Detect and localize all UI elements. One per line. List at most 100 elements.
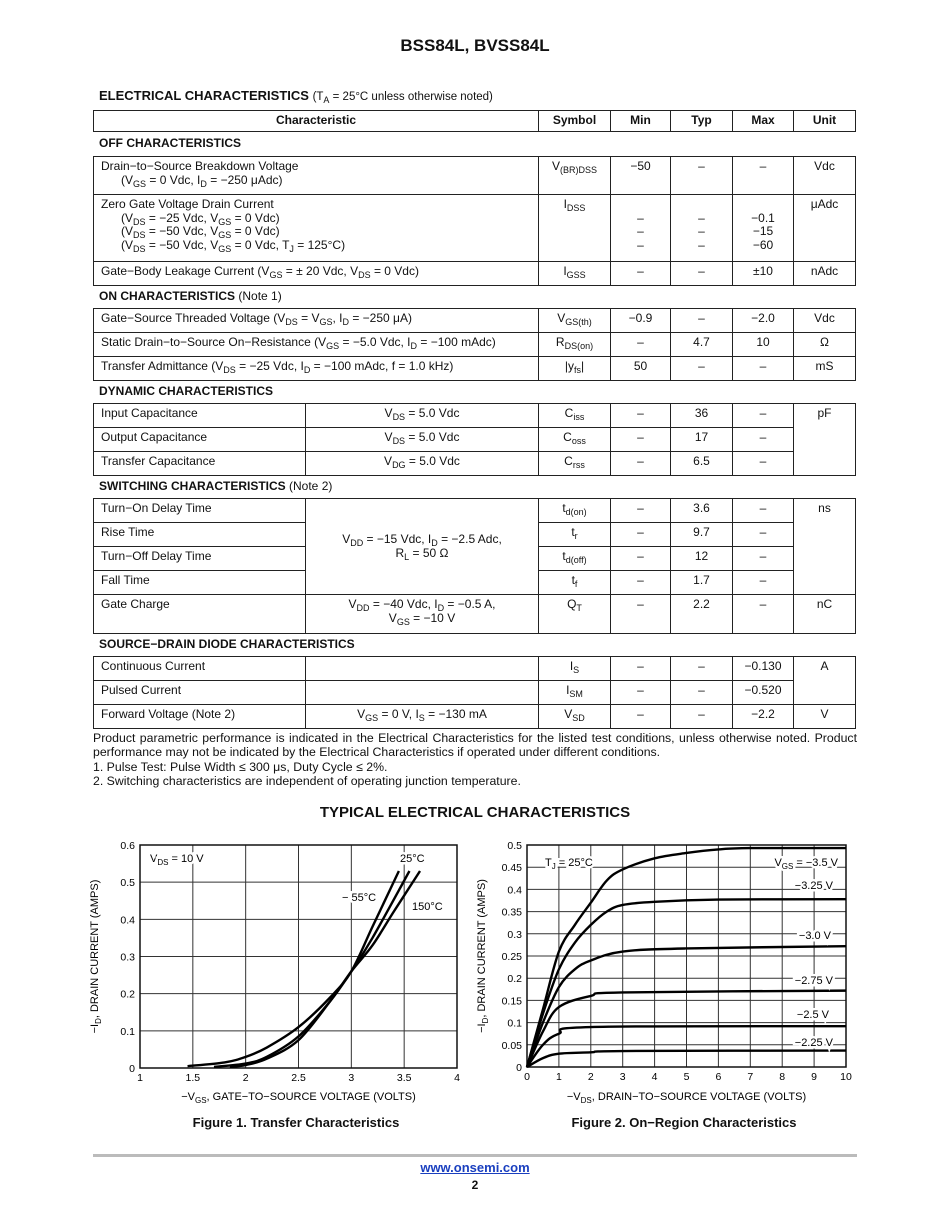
footer-link[interactable]: www.onsemi.com bbox=[420, 1160, 530, 1175]
ec-heading-text: ELECTRICAL CHARACTERISTICS bbox=[99, 88, 309, 103]
min-line: – bbox=[637, 683, 644, 697]
min-line: – bbox=[637, 573, 644, 587]
max-line: – bbox=[759, 501, 767, 515]
min-line: – bbox=[637, 549, 644, 563]
typ-line: – bbox=[698, 264, 705, 278]
characteristic-cell: Turn−On Delay Time bbox=[93, 498, 306, 523]
unit: μAdc bbox=[810, 197, 839, 211]
x-tick-label: 8 bbox=[779, 1071, 785, 1083]
min-line: – bbox=[637, 501, 644, 515]
cond-line: VDG = 5.0 Vdc bbox=[384, 454, 460, 470]
series-label: −3.0 V bbox=[799, 930, 832, 942]
max-line: −0.520 bbox=[744, 683, 782, 697]
typ-cell: 6.5 bbox=[670, 451, 733, 476]
typ-line: 2.2 bbox=[693, 597, 710, 611]
unit-cell: pF bbox=[793, 403, 856, 476]
symbol: Coss bbox=[563, 430, 586, 446]
typ-cell: – bbox=[670, 356, 733, 381]
unit: nC bbox=[816, 597, 833, 611]
char-line: Continuous Current bbox=[101, 659, 206, 673]
min-cell: – bbox=[610, 594, 671, 634]
char-line: Drain−to−Source Breakdown Voltage bbox=[101, 159, 299, 173]
typ-cell: – bbox=[670, 680, 733, 705]
characteristic-cell: Forward Voltage (Note 2) bbox=[93, 704, 306, 729]
max-line: – bbox=[759, 159, 767, 173]
unit: Vdc bbox=[814, 311, 835, 325]
y-tick-label: 0.35 bbox=[502, 907, 523, 919]
series-label: − 55°C bbox=[342, 892, 376, 904]
table-row: Gate−Body Leakage Current (VGS = ± 20 Vd… bbox=[93, 261, 856, 286]
y-tick-label: 0.45 bbox=[502, 862, 523, 874]
x-tick-label: 1 bbox=[556, 1071, 562, 1083]
table-dynamic: Input Capacitance VDS = 5.0 Vdc Ciss – 36 – pF… bbox=[93, 403, 856, 476]
max-cell: – bbox=[732, 451, 794, 476]
x-axis-label: −VDS, DRAIN−TO−SOURCE VOLTAGE (VOLTS) bbox=[567, 1091, 806, 1105]
cond-line: VDS = 5.0 Vdc bbox=[384, 430, 460, 446]
typ-line: 36 bbox=[694, 406, 709, 420]
min-line: – bbox=[637, 210, 644, 225]
typ-cell: 9.7 bbox=[670, 522, 733, 547]
table-row: Continuous Current IS – – −0.130 A bbox=[93, 656, 856, 705]
series-line bbox=[526, 1024, 847, 1068]
y-tick-label: 0.2 bbox=[507, 973, 522, 985]
characteristic-cell: Zero Gate Voltage Drain Current (VDS = −2… bbox=[93, 194, 539, 262]
symbol-cell: VSD bbox=[538, 704, 611, 729]
symbol: Ciss bbox=[564, 406, 585, 422]
unit-cell: V bbox=[793, 704, 856, 729]
table-row: Gate−Source Threaded Voltage (VDS = VGS,… bbox=[93, 308, 856, 333]
min-line: – bbox=[637, 597, 644, 611]
symbol: VSD bbox=[564, 707, 585, 723]
max-cell: – bbox=[732, 522, 794, 547]
y-axis-label: −ID, DRAIN CURRENT (AMPS) bbox=[476, 879, 490, 1033]
section-title-on: ON CHARACTERISTICS (Note 1) bbox=[99, 289, 282, 303]
x-tick-label: 6 bbox=[715, 1071, 721, 1083]
unit: A bbox=[820, 659, 829, 673]
min-cell: – bbox=[610, 451, 671, 476]
plot-frame bbox=[139, 844, 458, 1069]
symbol: ISM bbox=[566, 683, 583, 699]
table-row: Turn−On Delay Time VDD = −15 Vdc, ID = −2… bbox=[93, 498, 856, 595]
char-line: (VDS = −50 Vdc, VGS = 0 Vdc, TJ = 125°C) bbox=[121, 237, 346, 254]
symbol-cell: VGS(th) bbox=[538, 308, 611, 333]
max-cell: ±10 bbox=[732, 261, 794, 286]
y-tick-label: 0.3 bbox=[507, 929, 522, 941]
section-note: (Note 1) bbox=[238, 289, 282, 303]
conditions-cell: VDD = −40 Vdc, ID = −0.5 A, VGS = −10 V bbox=[305, 594, 539, 634]
header-max: Max bbox=[732, 110, 794, 132]
unit-cell: A bbox=[793, 656, 856, 705]
x-tick-label: 7 bbox=[747, 1071, 753, 1083]
chart-annotation: TJ = 25°C bbox=[545, 857, 593, 871]
symbol-cell: |yfs| bbox=[538, 356, 611, 381]
y-tick-label: 0.5 bbox=[120, 877, 135, 889]
header-characteristic: Characteristic bbox=[93, 110, 539, 132]
typ-cell: 17 bbox=[670, 427, 733, 452]
series-label: −3.25 V bbox=[795, 880, 834, 892]
typ-cell: 2.2 bbox=[670, 594, 733, 634]
max-line: ±10 bbox=[753, 264, 773, 278]
max-cell: – bbox=[732, 594, 794, 634]
characteristic-cell: Gate−Body Leakage Current (VGS = ± 20 Vd… bbox=[93, 261, 539, 286]
notes: Product parametric performance is indica… bbox=[93, 731, 857, 788]
characteristic-cell: Gate−Source Threaded Voltage (VDS = VGS,… bbox=[93, 308, 539, 333]
characteristic-cell: Transfer Capacitance bbox=[93, 451, 306, 476]
max-line: −15 bbox=[752, 224, 774, 239]
unit: mS bbox=[815, 359, 834, 373]
characteristic-cell: Transfer Admittance (VDS = −25 Vdc, ID =… bbox=[93, 356, 539, 381]
max-line: −0.130 bbox=[744, 659, 782, 673]
x-tick-label: 10 bbox=[840, 1071, 852, 1083]
min-cell: – – – bbox=[610, 194, 671, 262]
min-line: 50 bbox=[633, 359, 648, 373]
max-line: 10 bbox=[756, 335, 770, 349]
table-row: Rise Time tr – 9.7 – bbox=[93, 522, 856, 547]
min-line: −0.9 bbox=[628, 311, 653, 325]
typ-line: 6.5 bbox=[693, 454, 710, 468]
symbol: IDSS bbox=[563, 197, 586, 213]
y-tick-label: 0.4 bbox=[507, 884, 522, 896]
y-axis-label: −ID, DRAIN CURRENT (AMPS) bbox=[89, 880, 103, 1034]
max-cell: −0.520 bbox=[732, 680, 794, 705]
max-line: – bbox=[759, 406, 767, 420]
x-tick-label: 1.5 bbox=[186, 1072, 201, 1084]
y-tick-label: 0.2 bbox=[120, 989, 135, 1001]
conditions-cell: VDG = 5.0 Vdc bbox=[305, 451, 539, 476]
table-switching: Turn−On Delay Time VDD = −15 Vdc, ID = −2… bbox=[93, 498, 856, 634]
